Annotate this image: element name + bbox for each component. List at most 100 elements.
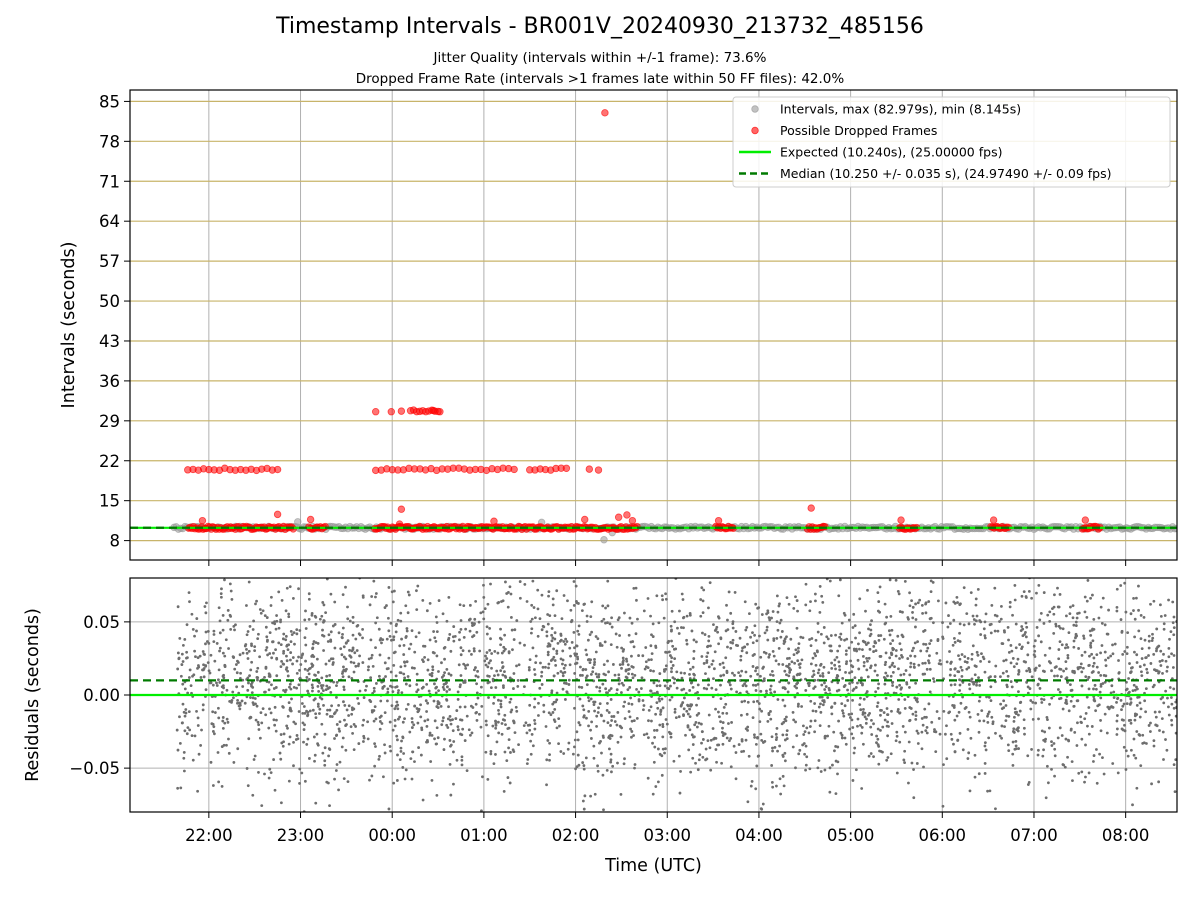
- residual-point: [986, 789, 989, 793]
- residual-point: [320, 686, 324, 690]
- residual-point: [1068, 515, 1071, 518]
- residual-point: [415, 690, 419, 694]
- residual-point: [393, 707, 397, 711]
- residual-point: [792, 718, 796, 722]
- residual-point: [814, 709, 818, 713]
- residual-point: [1056, 605, 1060, 609]
- residual-point: [589, 697, 593, 701]
- residual-point: [697, 758, 701, 762]
- residual-point: [979, 620, 983, 624]
- residual-point: [555, 652, 559, 655]
- residual-point: [348, 619, 352, 623]
- residual-point: [350, 676, 354, 680]
- residual-point: [204, 642, 207, 646]
- residual-point: [1083, 780, 1086, 784]
- residual-point: [229, 614, 233, 618]
- residual-point: [241, 678, 245, 682]
- residual-point: [928, 617, 932, 621]
- residual-point: [464, 666, 468, 670]
- residual-point: [316, 742, 320, 746]
- residual-point: [875, 741, 878, 745]
- residual-point: [370, 546, 373, 549]
- residual-point: [1109, 691, 1113, 695]
- residual-point: [318, 707, 322, 711]
- residual-point: [660, 594, 664, 598]
- residual-point: [810, 637, 814, 640]
- residual-point: [817, 705, 821, 709]
- residual-point: [518, 580, 522, 583]
- residual-point: [1073, 730, 1077, 734]
- residual-point: [466, 663, 470, 667]
- residual-point: [1013, 747, 1017, 751]
- residual-point: [532, 606, 536, 609]
- residual-point: [252, 619, 256, 623]
- residual-point: [642, 733, 646, 737]
- residual-point: [523, 582, 527, 586]
- residual-point: [892, 571, 895, 574]
- residual-point: [1168, 686, 1172, 689]
- residual-point: [592, 663, 596, 666]
- residual-point: [1042, 698, 1046, 702]
- residual-point: [920, 747, 924, 751]
- residual-point: [655, 594, 659, 598]
- residual-point: [1139, 764, 1143, 768]
- residual-point: [1065, 676, 1069, 680]
- residual-point: [816, 671, 820, 675]
- residual-point: [569, 654, 572, 658]
- residual-point: [829, 634, 833, 637]
- residual-point: [307, 597, 311, 601]
- residual-point: [342, 700, 345, 704]
- residual-point: [238, 701, 242, 705]
- residual-point: [342, 688, 346, 692]
- residual-point: [311, 686, 315, 689]
- residual-point: [223, 663, 227, 667]
- residual-point: [329, 592, 333, 596]
- residual-point: [373, 742, 377, 746]
- residual-point: [297, 655, 300, 659]
- residual-point: [187, 591, 191, 595]
- residual-point: [435, 630, 439, 634]
- residual-point: [176, 651, 180, 655]
- dropped-frame-point: [306, 515, 315, 524]
- residual-point: [456, 728, 460, 732]
- residual-point: [971, 644, 975, 648]
- residual-point: [409, 757, 413, 761]
- residual-point: [669, 684, 672, 688]
- residual-point: [451, 729, 455, 733]
- residual-point: [322, 620, 325, 624]
- residual-point: [898, 711, 901, 715]
- residual-point: [212, 629, 216, 633]
- residual-point: [445, 690, 449, 693]
- x-tick-label: 05:00: [827, 826, 875, 845]
- residual-point: [972, 618, 976, 621]
- residual-point: [603, 640, 607, 644]
- residual-point: [1133, 718, 1137, 722]
- residual-point: [900, 653, 903, 657]
- residual-point: [474, 711, 478, 715]
- residual-point: [534, 654, 538, 658]
- residual-point: [908, 591, 911, 595]
- residual-point: [781, 698, 785, 702]
- residual-point: [238, 707, 242, 711]
- residual-point: [209, 653, 213, 657]
- residual-point: [1095, 665, 1099, 669]
- residual-point: [405, 707, 408, 711]
- residual-point: [1102, 772, 1106, 776]
- residual-point: [445, 723, 449, 727]
- residual-point: [869, 628, 873, 632]
- residual-point: [989, 622, 993, 626]
- residual-point: [1014, 744, 1018, 748]
- residual-point: [860, 725, 864, 729]
- residual-point: [1058, 593, 1062, 596]
- residual-point: [867, 656, 871, 660]
- dropped-frame-point: [273, 465, 282, 474]
- residual-point: [578, 723, 582, 727]
- residual-point: [482, 596, 486, 599]
- residual-point: [284, 634, 288, 638]
- residual-point: [506, 776, 510, 779]
- residual-point: [497, 731, 501, 735]
- residual-point: [1066, 755, 1069, 759]
- residual-point: [1083, 717, 1087, 721]
- residual-point: [410, 777, 414, 781]
- residual-point: [790, 660, 794, 664]
